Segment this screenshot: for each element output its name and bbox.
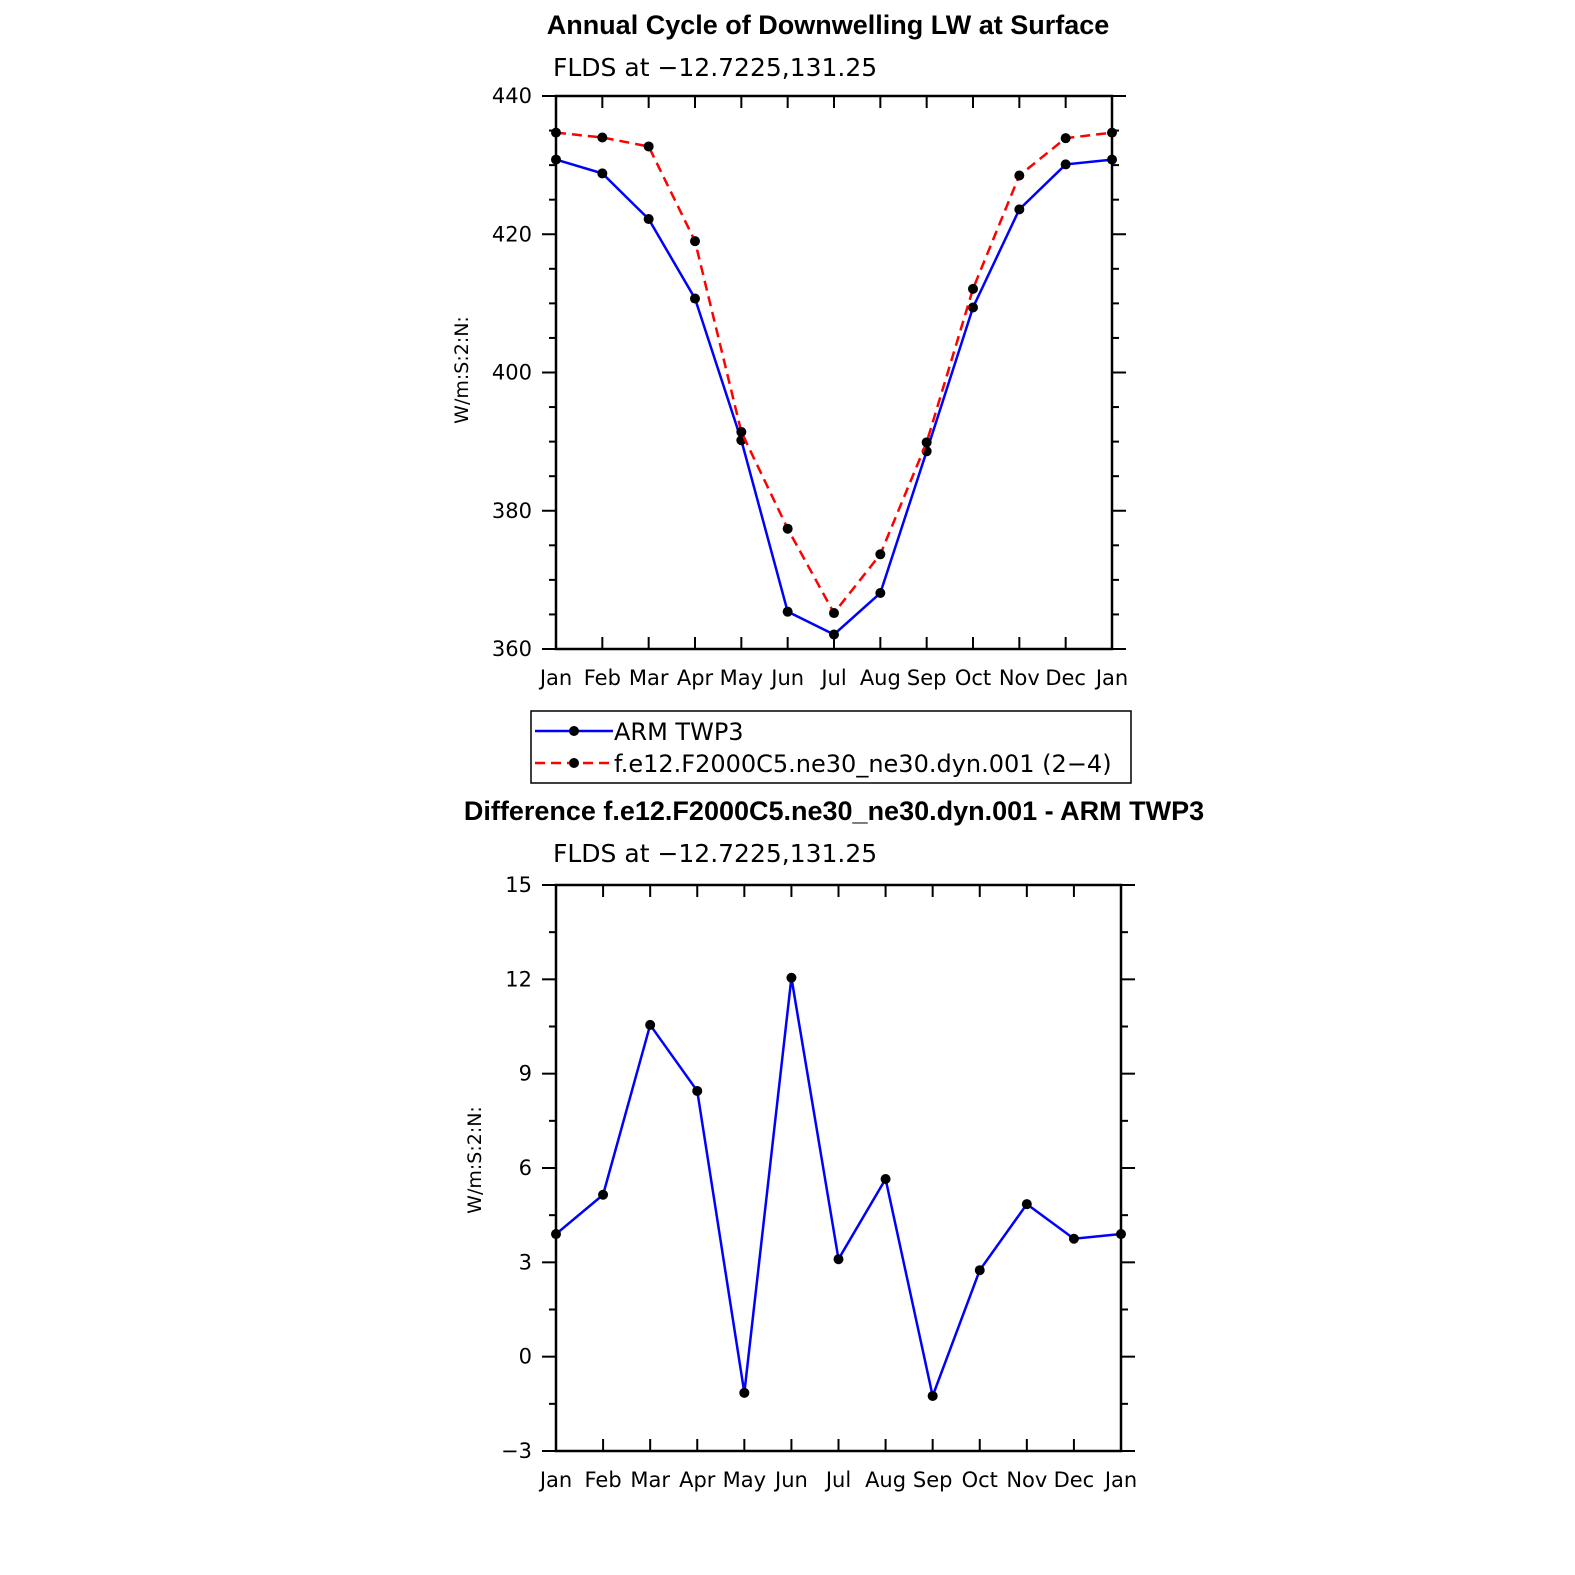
difference-chart: Difference f.e12.F2000C5.ne30_ne30.dyn.0…: [464, 796, 1204, 1492]
data-point: [968, 302, 978, 313]
x-tick-label: Jul: [819, 666, 846, 690]
legend-label-model: f.e12.F2000C5.ne30_ne30.dyn.001 (2−4): [614, 750, 1112, 778]
legend-marker-arm: [569, 726, 579, 736]
y-axis-label: W/m:S:2:N:: [451, 316, 473, 424]
x-tick-label: Nov: [999, 666, 1040, 690]
x-tick-label: Apr: [679, 1468, 716, 1492]
data-point: [736, 426, 747, 437]
legend-marker-model: [569, 758, 579, 768]
x-tick-label: Feb: [584, 666, 621, 690]
data-point: [927, 1390, 938, 1401]
y-tick-label: 380: [492, 499, 532, 523]
x-tick-label: Jan: [538, 666, 572, 690]
data-point: [786, 972, 797, 983]
data-point: [1060, 159, 1071, 170]
x-tick-label: Mar: [630, 1468, 670, 1492]
plot-area: Jan Feb Mar Apr May Jun Jul Aug Sep Oct Nov Dec Jan3…: [492, 84, 1128, 690]
x-tick-label: Sep: [913, 1468, 953, 1492]
data-point: [875, 588, 886, 599]
y-tick-label: 6: [519, 1156, 532, 1180]
data-point: [968, 283, 978, 294]
data-point: [643, 214, 654, 225]
data-point: [1068, 1233, 1079, 1244]
x-tick-label: Dec: [1054, 1468, 1095, 1492]
data-point: [829, 608, 839, 619]
data-point: [833, 1254, 844, 1265]
x-tick-label: Aug: [860, 666, 901, 690]
data-point: [880, 1174, 891, 1185]
x-tick-label: Nov: [1006, 1468, 1047, 1492]
x-tick-label: Jan: [1103, 1468, 1137, 1492]
series-line-0: [555, 977, 1122, 1401]
x-tick-label: Dec: [1045, 666, 1086, 690]
series-line-1: [555, 131, 1113, 616]
y-tick-label: 9: [519, 1062, 532, 1086]
data-point: [1107, 154, 1117, 165]
legend-box: [530, 710, 1132, 784]
y-tick-label: 440: [492, 84, 532, 108]
data-point: [598, 1189, 609, 1200]
data-point: [1060, 133, 1071, 144]
x-tick-label: Oct: [962, 1468, 998, 1492]
x-tick-label: Jun: [773, 1468, 808, 1492]
y-tick-label: 420: [492, 222, 532, 246]
data-point: [1107, 127, 1117, 138]
legend: ARM TWP3 f.e12.F2000C5.ne30_ne30.dyn.001…: [530, 710, 1132, 784]
plot-frame: [554, 883, 1123, 1453]
x-tick-label: Mar: [629, 666, 669, 690]
data-point: [1014, 170, 1025, 181]
plot-frame: [554, 94, 1114, 651]
x-tick-label: Jan: [1094, 666, 1128, 690]
chart-title: Difference f.e12.F2000C5.ne30_ne30.dyn.0…: [464, 796, 1204, 826]
data-point: [597, 132, 608, 143]
data-point: [551, 127, 561, 138]
x-tick-label: Jun: [769, 666, 804, 690]
y-tick-label: 12: [505, 967, 532, 991]
data-point: [921, 437, 932, 448]
x-tick-label: Sep: [907, 666, 947, 690]
data-point: [597, 168, 608, 179]
y-tick-label: 0: [519, 1345, 532, 1369]
data-point: [690, 236, 700, 247]
data-point: [739, 1387, 750, 1398]
data-point: [782, 523, 793, 534]
plot-area: Jan Feb Mar Apr May Jun Jul Aug Sep Oct Nov Dec Jan−…: [501, 873, 1137, 1492]
x-tick-label: Aug: [865, 1468, 906, 1492]
x-tick-label: Oct: [955, 666, 991, 690]
y-tick-label: 360: [492, 637, 532, 661]
data-point: [974, 1265, 985, 1276]
annual-cycle-chart: Annual Cycle of Downwelling LW at Surfac…: [451, 10, 1132, 784]
data-point: [692, 1085, 703, 1096]
series-line-0: [555, 158, 1113, 636]
data-point: [551, 154, 561, 165]
x-tick-label: May: [723, 1468, 766, 1492]
y-axis-label: W/m:S:2:N:: [464, 1106, 486, 1214]
data-point: [1014, 204, 1025, 215]
chart-title: Annual Cycle of Downwelling LW at Surfac…: [547, 10, 1110, 40]
data-point: [875, 549, 886, 560]
data-point: [551, 1229, 561, 1240]
y-tick-label: 15: [505, 873, 532, 897]
data-point: [1021, 1199, 1032, 1210]
x-tick-label: Jan: [538, 1468, 572, 1492]
data-point: [643, 141, 654, 152]
data-point: [1116, 1229, 1126, 1240]
data-point: [645, 1019, 656, 1030]
chart-subtitle: FLDS at −12.7225,131.25: [553, 839, 877, 868]
data-point: [829, 629, 839, 640]
y-tick-label: 3: [519, 1250, 532, 1274]
x-tick-label: Feb: [584, 1468, 621, 1492]
x-tick-label: May: [720, 666, 763, 690]
chart-subtitle: FLDS at −12.7225,131.25: [553, 53, 877, 82]
data-point: [782, 606, 793, 617]
y-tick-label: −3: [501, 1439, 532, 1463]
y-tick-label: 400: [492, 361, 532, 385]
legend-label-arm: ARM TWP3: [614, 718, 744, 746]
x-tick-label: Apr: [677, 666, 714, 690]
data-point: [690, 293, 700, 304]
x-tick-label: Jul: [824, 1468, 851, 1492]
